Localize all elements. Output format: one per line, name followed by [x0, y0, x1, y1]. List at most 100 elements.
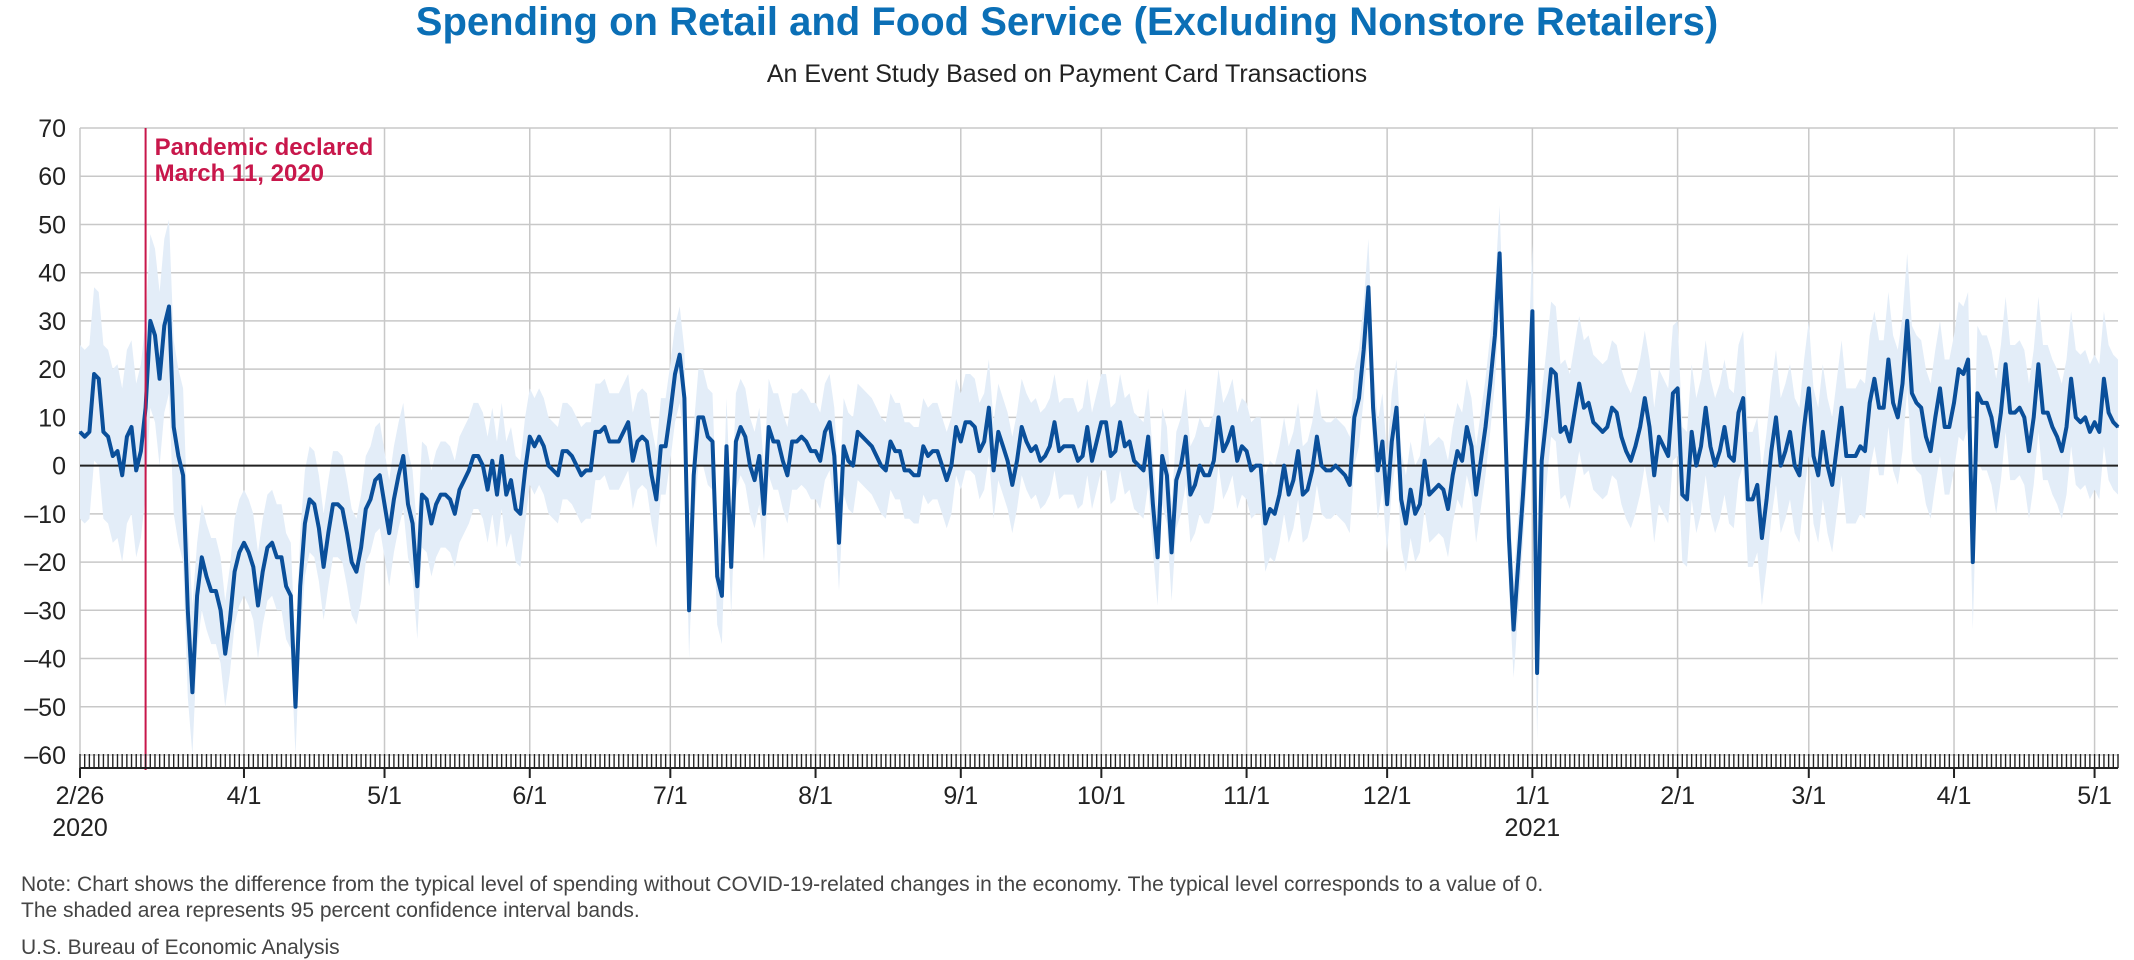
data-point: [758, 455, 761, 457]
data-point: [1578, 382, 1580, 385]
data-point: [1592, 421, 1595, 424]
data-point: [796, 440, 798, 443]
y-tick-label: –50: [24, 694, 66, 722]
data-point: [243, 542, 245, 544]
data-point: [810, 450, 812, 452]
data-point: [1676, 387, 1679, 390]
data-point: [885, 469, 887, 472]
data-point: [1719, 450, 1721, 452]
data-point: [1929, 450, 1932, 452]
data-point: [1704, 406, 1707, 409]
data-point: [88, 431, 91, 433]
data-point: [407, 503, 409, 506]
data-point: [121, 474, 123, 477]
data-point: [1109, 455, 1112, 457]
spending-series: [78, 251, 2120, 709]
data-point: [322, 566, 325, 568]
data-point: [927, 455, 929, 457]
data-point: [2075, 416, 2077, 419]
data-point: [1152, 503, 1154, 506]
data-point: [365, 508, 367, 510]
data-point: [1939, 387, 1941, 390]
data-point: [205, 575, 208, 578]
data-point: [477, 455, 480, 457]
data-point: [1859, 445, 1862, 448]
x-tick-label: 6/1: [512, 782, 547, 810]
data-point: [97, 378, 100, 380]
data-point: [641, 435, 643, 438]
data-point: [1986, 402, 1988, 404]
data-point: [941, 464, 943, 467]
data-point: [374, 479, 377, 481]
x-tick-label: 10/1: [1077, 782, 1126, 810]
data-point: [749, 464, 751, 467]
data-point: [875, 455, 878, 457]
data-point: [1072, 445, 1074, 448]
data-point: [135, 469, 137, 472]
data-point: [903, 469, 906, 472]
data-point: [2023, 416, 2026, 419]
x-tick-label: 2/26: [56, 782, 105, 810]
data-point: [1039, 460, 1042, 462]
data-point: [360, 546, 362, 549]
data-point: [393, 498, 395, 501]
data-point: [1339, 469, 1342, 472]
data-point: [1868, 402, 1871, 404]
data-point: [402, 455, 405, 457]
data-point: [646, 440, 648, 443]
x-year-label: 2021: [1505, 814, 1561, 842]
data-point: [1203, 474, 1206, 477]
data-point: [1053, 421, 1056, 424]
x-tick-label: 1/1: [1515, 782, 1550, 810]
data-point: [543, 445, 545, 448]
data-point: [585, 469, 587, 472]
data-point: [1901, 382, 1904, 385]
data-point: [2065, 426, 2068, 428]
data-point: [1311, 469, 1313, 472]
data-point: [126, 435, 128, 438]
data-point: [2098, 431, 2101, 433]
y-tick-label: 0: [52, 453, 66, 481]
data-point: [1362, 349, 1365, 351]
data-point: [1058, 450, 1060, 452]
data-point: [1934, 416, 1937, 419]
data-point: [1850, 455, 1852, 457]
data-point: [1002, 445, 1004, 448]
data-point: [1213, 460, 1215, 462]
data-point: [632, 460, 634, 462]
data-point: [1751, 498, 1754, 501]
y-tick-label: –40: [24, 646, 66, 674]
x-tick-label: 8/1: [798, 782, 833, 810]
data-point: [1723, 426, 1726, 428]
data-point: [1681, 493, 1684, 496]
data-point: [1653, 474, 1655, 477]
data-point: [1119, 421, 1121, 424]
data-point: [425, 498, 428, 501]
data-point: [1611, 406, 1613, 409]
data-point: [1976, 392, 1979, 395]
data-point: [889, 440, 892, 443]
data-point: [1124, 445, 1126, 448]
data-point: [341, 508, 344, 510]
data-point: [833, 455, 836, 457]
data-point: [304, 522, 306, 525]
data-point: [627, 421, 629, 424]
data-point: [1470, 445, 1473, 448]
data-point: [1241, 445, 1243, 448]
y-tick-label: –10: [24, 501, 66, 529]
data-point: [538, 435, 540, 438]
data-point: [1358, 397, 1360, 399]
data-point: [1320, 464, 1323, 467]
data-point: [669, 411, 672, 414]
data-point: [1864, 450, 1866, 452]
data-point: [1184, 435, 1187, 438]
data-point: [149, 320, 152, 322]
data-point: [739, 426, 742, 428]
data-point: [1086, 426, 1089, 428]
data-point: [678, 353, 681, 356]
data-point: [1615, 411, 1618, 414]
data-point: [1386, 503, 1388, 506]
data-point: [744, 435, 747, 438]
data-point: [608, 440, 611, 443]
data-point: [772, 440, 775, 443]
